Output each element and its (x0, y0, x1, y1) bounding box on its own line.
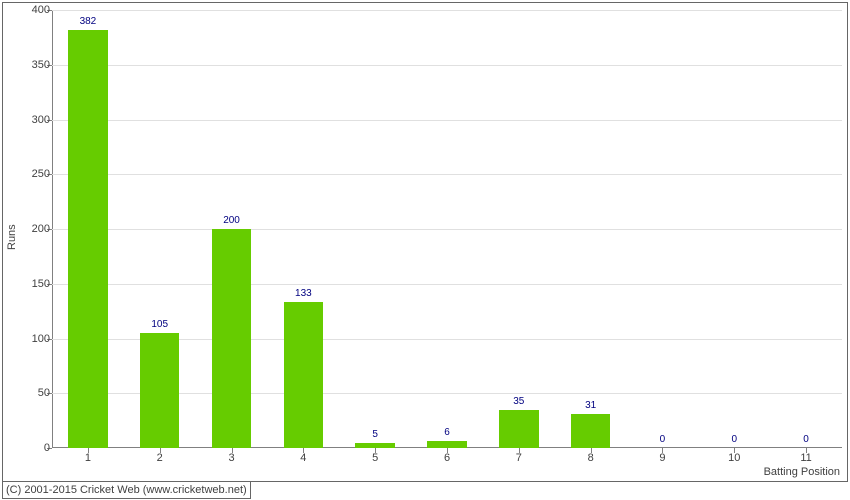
y-axis-title: Runs (6, 224, 18, 250)
x-axis-title: Batting Position (764, 466, 840, 478)
copyright-text: (C) 2001-2015 Cricket Web (www.cricketwe… (6, 484, 247, 496)
x-tick-label: 6 (444, 452, 450, 464)
bar-value-label: 133 (295, 288, 312, 299)
bar-value-label: 0 (731, 434, 737, 445)
x-tick-label: 7 (516, 452, 522, 464)
gridline (52, 284, 842, 285)
gridline (52, 174, 842, 175)
y-tick-label: 250 (32, 168, 50, 180)
y-tick-label: 0 (44, 442, 50, 454)
gridline (52, 10, 842, 11)
bar-value-label: 5 (372, 429, 378, 440)
copyright-box: (C) 2001-2015 Cricket Web (www.cricketwe… (2, 481, 251, 499)
y-tick-label: 300 (32, 114, 50, 126)
bar-value-label: 35 (513, 396, 524, 407)
bar-value-label: 0 (803, 434, 809, 445)
y-tick-label: 400 (32, 4, 50, 16)
gridline (52, 120, 842, 121)
bar (284, 302, 324, 448)
gridline (52, 229, 842, 230)
x-tick-label: 1 (85, 452, 91, 464)
bar (212, 229, 252, 448)
y-tick-label: 150 (32, 278, 50, 290)
bar-value-label: 200 (223, 215, 240, 226)
y-tick-label: 200 (32, 223, 50, 235)
bar (499, 410, 539, 448)
x-tick-label: 2 (157, 452, 163, 464)
x-tick-label: 10 (728, 452, 740, 464)
gridline (52, 65, 842, 66)
x-tick-label: 9 (659, 452, 665, 464)
y-tick-label: 50 (38, 387, 50, 399)
x-tick-label: 8 (588, 452, 594, 464)
bar-value-label: 31 (585, 400, 596, 411)
x-tick-label: 4 (300, 452, 306, 464)
x-tick-label: 11 (800, 452, 811, 464)
x-tick-label: 3 (228, 452, 234, 464)
y-tick-label: 350 (32, 59, 50, 71)
bar-value-label: 6 (444, 427, 450, 438)
y-tick-label: 100 (32, 333, 50, 345)
x-tick-label: 5 (372, 452, 378, 464)
plot-area (52, 10, 842, 448)
bar-value-label: 105 (151, 319, 168, 330)
bar-value-label: 0 (660, 434, 666, 445)
bar (68, 30, 108, 448)
bar-value-label: 382 (80, 16, 97, 27)
bar (140, 333, 180, 448)
chart-container: Runs Batting Position (C) 2001-2015 Cric… (0, 0, 850, 500)
bar (571, 414, 611, 448)
